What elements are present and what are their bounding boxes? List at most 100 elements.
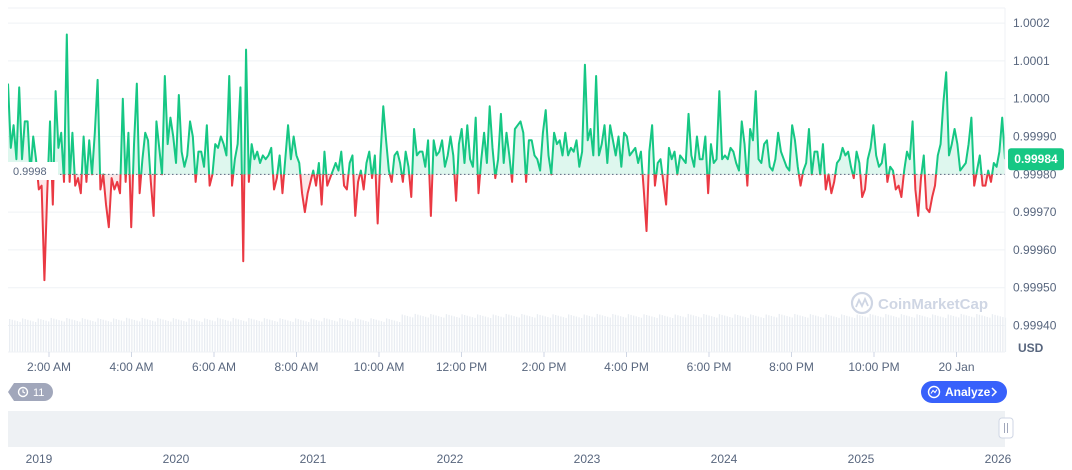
- volume-bar: [716, 317, 718, 352]
- volume-bar: [282, 319, 284, 352]
- volume-bar: [872, 314, 874, 352]
- volume-bar: [204, 318, 206, 352]
- volume-bar: [607, 316, 609, 352]
- volume-bar: [937, 315, 939, 352]
- volume-bar: [261, 321, 263, 352]
- volume-bar: [721, 314, 723, 352]
- navigator-year-label: 2024: [711, 452, 738, 466]
- volume-bar: [508, 314, 510, 352]
- volume-bar: [664, 315, 666, 352]
- volume-bar: [157, 318, 159, 352]
- volume-bar: [895, 316, 897, 352]
- volume-bar: [864, 316, 866, 352]
- y-tick-label: 0.99980: [1013, 167, 1057, 181]
- volume-bar: [516, 316, 518, 352]
- volume-bar: [976, 314, 978, 352]
- volume-bar: [334, 320, 336, 352]
- volume-bar: [672, 318, 674, 352]
- navigator-year-label: 2019: [26, 452, 53, 466]
- volume-bar: [404, 315, 406, 352]
- volume-bar: [573, 315, 575, 352]
- volume-bar: [487, 317, 489, 352]
- volume-bar: [646, 315, 648, 352]
- volume-bar: [427, 317, 429, 352]
- volume-bar: [289, 321, 292, 352]
- volume-bar: [227, 320, 229, 352]
- volume-bar: [648, 315, 650, 352]
- volume-bar: [815, 315, 817, 352]
- x-tick-label: 10:00 AM: [354, 360, 405, 374]
- volume-bar: [370, 318, 372, 352]
- volume-bar: [136, 320, 138, 352]
- volume-bar: [386, 318, 388, 352]
- volume-bar: [679, 315, 682, 352]
- x-tick-label: 8:00 PM: [769, 360, 814, 374]
- volume-bar: [885, 314, 887, 352]
- volume-bar: [812, 314, 814, 352]
- volume-bar: [526, 315, 528, 352]
- volume-bar: [703, 314, 705, 352]
- volume-bar: [32, 321, 34, 352]
- range-navigator[interactable]: [8, 411, 1014, 447]
- history-badge[interactable]: 11: [8, 383, 53, 401]
- volume-bar: [929, 317, 931, 352]
- volume-bar: [695, 316, 697, 352]
- volume-bar: [542, 315, 544, 352]
- volume-bar: [196, 320, 198, 352]
- volume-bar: [591, 316, 593, 352]
- volume-bar: [438, 316, 440, 352]
- volume-bar: [887, 314, 890, 352]
- volume-bar: [383, 321, 385, 352]
- volume-bar: [193, 319, 195, 352]
- volume-bar: [471, 317, 474, 352]
- volume-bar: [48, 321, 50, 352]
- volume-bar: [336, 321, 338, 352]
- volume-bar: [1002, 317, 1004, 352]
- volume-bar: [159, 318, 162, 352]
- volume-bar: [357, 318, 359, 352]
- current-price-tag: 0.99984: [1008, 148, 1064, 171]
- analyze-icon: [927, 385, 941, 399]
- volume-bar: [305, 321, 307, 352]
- volume-bar: [146, 319, 149, 352]
- volume-bar: [484, 316, 487, 352]
- navigator-handle[interactable]: [998, 417, 1014, 439]
- y-tick-label: 1.0001: [1013, 54, 1050, 68]
- volume-bar: [240, 320, 242, 352]
- volume-bar: [898, 317, 900, 352]
- volume-bar: [74, 320, 76, 352]
- volume-bar: [750, 314, 752, 352]
- volume-bar: [981, 315, 983, 352]
- volume-bar: [35, 322, 37, 352]
- volume-bar: [128, 318, 130, 352]
- volume-bar: [479, 315, 481, 352]
- volume-bar: [76, 320, 78, 352]
- volume-bar: [919, 315, 921, 352]
- volume-bar: [425, 316, 427, 352]
- analyze-button[interactable]: Analyze: [921, 381, 1007, 403]
- analyze-button-bg[interactable]: [921, 381, 1007, 403]
- volume-bar: [141, 317, 143, 352]
- volume-bar: [614, 314, 617, 352]
- x-tick-label: 2:00 AM: [27, 360, 71, 374]
- navigator-track[interactable]: [8, 411, 1005, 447]
- volume-bar: [518, 317, 520, 352]
- volume-bar: [786, 316, 788, 352]
- current-price-tag-bg: [1008, 148, 1064, 171]
- y-tick-label: 0.99960: [1013, 243, 1057, 257]
- volume-bar: [700, 317, 702, 352]
- volume-bar: [583, 314, 585, 352]
- watermark-text: CoinMarketCap: [878, 296, 988, 313]
- volume-bar: [841, 314, 843, 352]
- volume-bar: [555, 315, 557, 352]
- volume-bar: [986, 316, 988, 352]
- volume-bar: [989, 317, 991, 352]
- volume-bar: [435, 315, 437, 352]
- volume-bar: [110, 321, 112, 352]
- volume-bar: [349, 320, 351, 352]
- volume-bar: [529, 316, 531, 352]
- volume-bar: [994, 314, 996, 352]
- current-price-label: 0.99984: [1014, 152, 1058, 166]
- volume-bar: [100, 319, 102, 352]
